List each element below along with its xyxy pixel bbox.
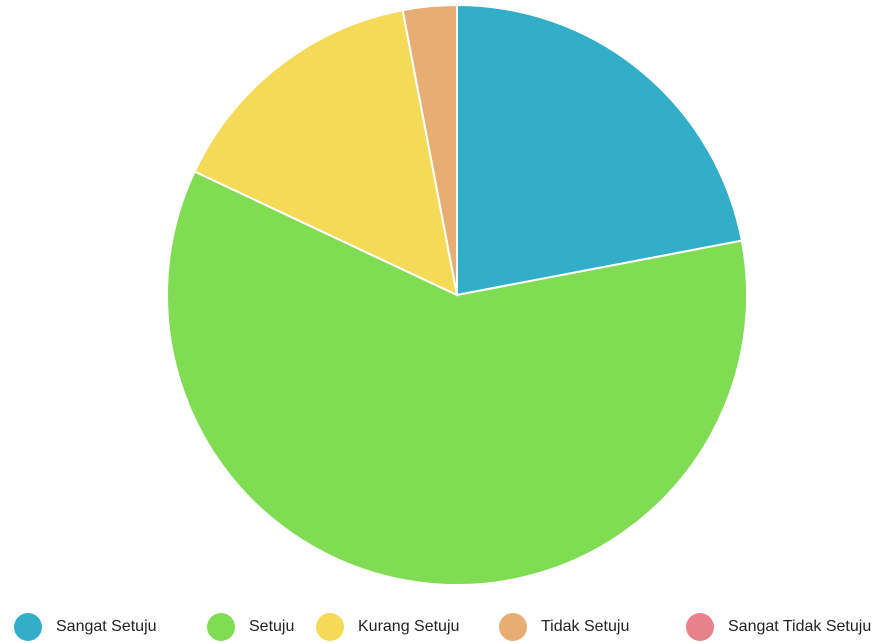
pie-slice <box>166 170 748 586</box>
legend-label: Sangat Setuju <box>56 618 157 635</box>
pie-slice <box>193 8 459 297</box>
legend-icon <box>14 613 42 641</box>
pie-slice <box>456 3 744 297</box>
legend-icon <box>207 613 235 641</box>
legend-icon <box>499 613 527 641</box>
legend-label: Kurang Setuju <box>358 618 459 635</box>
legend-label: Tidak Setuju <box>541 618 629 635</box>
legend-icon <box>316 613 344 641</box>
legend-label: Setuju <box>249 618 294 635</box>
legend-label: Sangat Tidak Setuju <box>728 618 871 635</box>
legend-icon <box>686 613 714 641</box>
